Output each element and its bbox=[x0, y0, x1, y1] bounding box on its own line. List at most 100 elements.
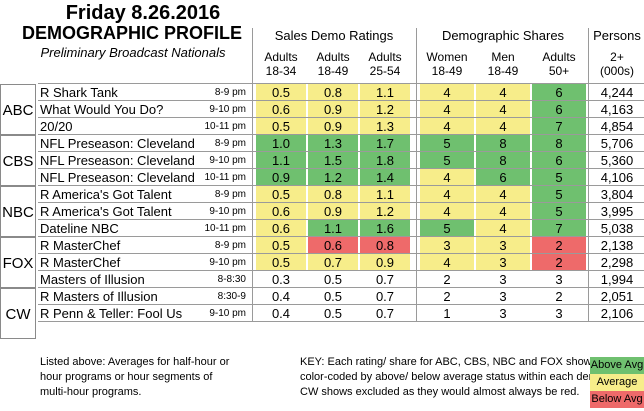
rating-cell: 0.7 bbox=[375, 289, 395, 304]
row-divider bbox=[38, 100, 644, 101]
rating-cell: 4 bbox=[420, 254, 474, 271]
column-group-divider bbox=[588, 28, 589, 322]
column-header-line1: Men bbox=[491, 50, 515, 64]
rating-cell: 0.7 bbox=[375, 272, 395, 287]
rating-cell: 1.1 bbox=[308, 220, 358, 237]
rating-cell: 0.8 bbox=[360, 237, 410, 254]
row-divider bbox=[38, 236, 644, 237]
row-divider bbox=[38, 287, 644, 288]
rating-cell: 0.5 bbox=[256, 118, 306, 135]
rating-cell: 5 bbox=[420, 152, 474, 169]
rating-cell: 5 bbox=[420, 220, 474, 237]
rating-cell: 6 bbox=[532, 101, 586, 118]
time-slot: 10-11 pm bbox=[204, 121, 246, 132]
rating-cell: 1.5 bbox=[308, 152, 358, 169]
rating-cell: 4 bbox=[420, 101, 474, 118]
rating-cell: 0.9 bbox=[360, 254, 410, 271]
rating-cell: 3 bbox=[420, 237, 474, 254]
rating-cell: 0.9 bbox=[308, 101, 358, 118]
persons-value-cell: 2,298 bbox=[600, 255, 634, 270]
network-cbs: CBS bbox=[0, 135, 36, 186]
rating-cell: 0.5 bbox=[256, 84, 306, 101]
rating-cell: 5 bbox=[420, 135, 474, 152]
rating-cell: 0.9 bbox=[256, 169, 306, 186]
row-divider bbox=[38, 219, 644, 220]
column-header-line1: Adults bbox=[316, 50, 350, 64]
rating-cell: 3 bbox=[476, 254, 530, 271]
rating-cell: 0.6 bbox=[308, 237, 358, 254]
show-name: NFL Preseason: Cleveland bbox=[40, 136, 195, 151]
column-header-line2: (000s) bbox=[599, 64, 634, 78]
rating-cell: 5 bbox=[532, 203, 586, 220]
rating-cell: 0.5 bbox=[323, 272, 343, 287]
column-group-divider bbox=[416, 28, 417, 322]
column-header-line2: 50+ bbox=[548, 64, 570, 78]
rating-cell: 8 bbox=[476, 152, 530, 169]
persons-value-cell: 2,051 bbox=[600, 289, 634, 304]
persons-value-cell: 4,163 bbox=[600, 102, 634, 117]
column-header-line1: 2+ bbox=[610, 50, 624, 64]
rating-cell: 3 bbox=[499, 272, 507, 287]
color-key-note: KEY: Each rating/ share for ABC, CBS, NB… bbox=[300, 356, 617, 398]
rating-cell: 0.5 bbox=[256, 254, 306, 271]
column-header: Adults 18-34 bbox=[256, 50, 306, 78]
rating-cell: 4 bbox=[476, 186, 530, 203]
network-cw: CW bbox=[0, 288, 36, 339]
rating-cell: 1.1 bbox=[360, 186, 410, 203]
rating-cell: 0.9 bbox=[308, 118, 358, 135]
row-divider bbox=[38, 185, 644, 186]
rating-cell: 0.5 bbox=[323, 306, 343, 321]
rating-cell: 1 bbox=[443, 306, 451, 321]
rating-cell: 1.7 bbox=[360, 135, 410, 152]
time-slot: 8:30-9 bbox=[217, 291, 246, 302]
show-name: R America's Got Talent bbox=[40, 204, 172, 219]
row-divider bbox=[38, 168, 644, 169]
time-slot: 9-10 pm bbox=[209, 308, 246, 319]
rating-cell: 1.2 bbox=[360, 203, 410, 220]
show-name: Masters of Illusion bbox=[40, 272, 145, 287]
time-slot: 8-9 pm bbox=[214, 189, 246, 200]
rating-cell: 3 bbox=[499, 306, 507, 321]
rating-cell: 3 bbox=[555, 306, 563, 321]
rating-cell: 1.4 bbox=[360, 169, 410, 186]
rating-cell: 2 bbox=[532, 254, 586, 271]
time-slot: 8-9 pm bbox=[214, 87, 246, 98]
column-header: Adults 18-49 bbox=[308, 50, 358, 78]
time-slot: 9-10 pm bbox=[209, 155, 246, 166]
rating-cell: 3 bbox=[555, 272, 563, 287]
rating-cell: 1.3 bbox=[360, 118, 410, 135]
time-slot: 8-8:30 bbox=[217, 274, 246, 285]
rating-cell: 3 bbox=[476, 237, 530, 254]
row-divider bbox=[38, 117, 644, 118]
column-header: Women 18-49 bbox=[420, 50, 474, 78]
persons-value-cell: 4,106 bbox=[600, 170, 634, 185]
rating-cell: 1.6 bbox=[360, 220, 410, 237]
row-divider bbox=[38, 151, 644, 152]
time-slot: 10-11 pm bbox=[204, 172, 246, 183]
rating-cell: 0.8 bbox=[308, 84, 358, 101]
rating-cell: 6 bbox=[532, 152, 586, 169]
column-group-divider bbox=[252, 28, 253, 322]
persons-value-cell: 4,854 bbox=[600, 119, 634, 134]
rating-cell: 6 bbox=[532, 84, 586, 101]
column-header-line1: Adults bbox=[264, 50, 298, 64]
network-fox: FOX bbox=[0, 237, 36, 288]
show-name: R Penn & Teller: Fool Us bbox=[40, 306, 183, 321]
rating-cell: 2 bbox=[555, 289, 563, 304]
rating-cell: 4 bbox=[476, 203, 530, 220]
rating-cell: 8 bbox=[476, 135, 530, 152]
rating-cell: 1.2 bbox=[360, 101, 410, 118]
rating-cell: 4 bbox=[420, 169, 474, 186]
rating-cell: 0.9 bbox=[308, 203, 358, 220]
rating-cell: 0.6 bbox=[256, 203, 306, 220]
persons-value-cell: 3,995 bbox=[600, 204, 634, 219]
network-abc: ABC bbox=[0, 84, 36, 135]
rating-cell: 1.8 bbox=[360, 152, 410, 169]
column-header-line2: 18-49 bbox=[487, 64, 519, 78]
rating-cell: 0.4 bbox=[271, 306, 291, 321]
rating-cell: 1.2 bbox=[308, 169, 358, 186]
rating-cell: 4 bbox=[420, 118, 474, 135]
row-divider bbox=[38, 202, 644, 203]
rating-cell: 4 bbox=[476, 220, 530, 237]
show-name: R America's Got Talent bbox=[40, 187, 172, 202]
